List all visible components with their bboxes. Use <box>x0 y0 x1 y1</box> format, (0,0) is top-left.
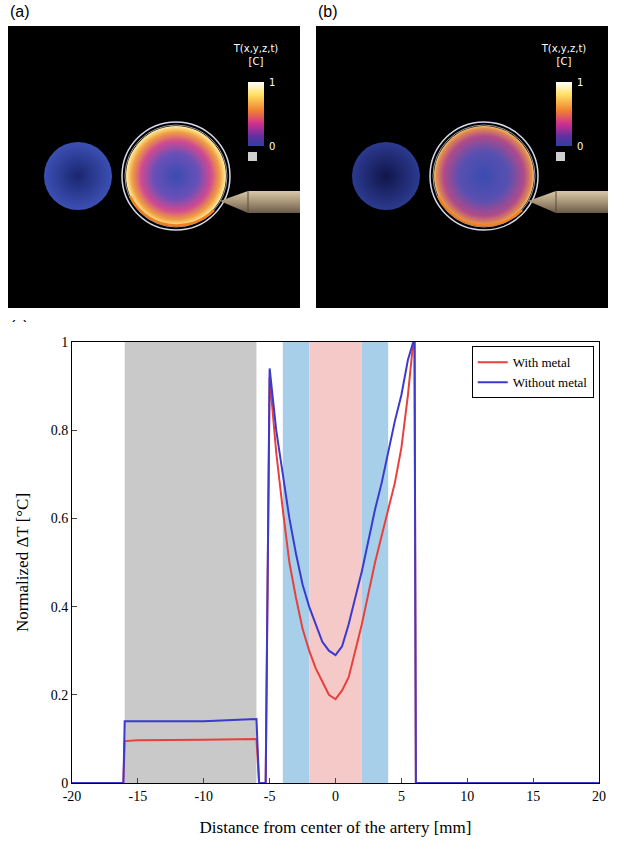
svg-text:-5: -5 <box>264 789 276 804</box>
svg-text:0.8: 0.8 <box>51 423 69 438</box>
svg-text:With metal: With metal <box>513 355 571 370</box>
html-text:(c): (c) <box>10 318 29 335</box>
svg-text:20: 20 <box>592 789 606 804</box>
svg-text:15: 15 <box>526 789 540 804</box>
svg-text:Distance from center of the ar: Distance from center of the artery [mm] <box>200 818 472 837</box>
svg-text:10: 10 <box>460 789 474 804</box>
svg-text:(b): (b) <box>318 3 338 20</box>
svg-text:1: 1 <box>61 335 68 350</box>
svg-text:0: 0 <box>269 141 275 152</box>
svg-text:-10: -10 <box>194 789 213 804</box>
svg-text:T(x,y,z,t): T(x,y,z,t) <box>233 43 279 54</box>
svg-text:[C]: [C] <box>249 56 264 67</box>
svg-text:1: 1 <box>577 77 583 88</box>
svg-text:-15: -15 <box>129 789 148 804</box>
svg-text:0: 0 <box>332 789 339 804</box>
svg-text:0.4: 0.4 <box>51 600 69 615</box>
svg-text:[C]: [C] <box>557 56 572 67</box>
svg-text:Normalized ΔT [°C]: Normalized ΔT [°C] <box>13 493 32 632</box>
svg-text:T(x,y,z,t): T(x,y,z,t) <box>541 43 587 54</box>
svg-text:5: 5 <box>398 789 405 804</box>
svg-text:(a): (a) <box>10 3 30 20</box>
svg-text:-20: -20 <box>63 789 82 804</box>
svg-text:0.6: 0.6 <box>51 511 69 526</box>
svg-text:0: 0 <box>577 141 583 152</box>
svg-text:0: 0 <box>61 776 68 791</box>
svg-text:Without metal: Without metal <box>513 375 588 390</box>
svg-text:1: 1 <box>269 77 275 88</box>
svg-text:0.2: 0.2 <box>51 688 69 703</box>
